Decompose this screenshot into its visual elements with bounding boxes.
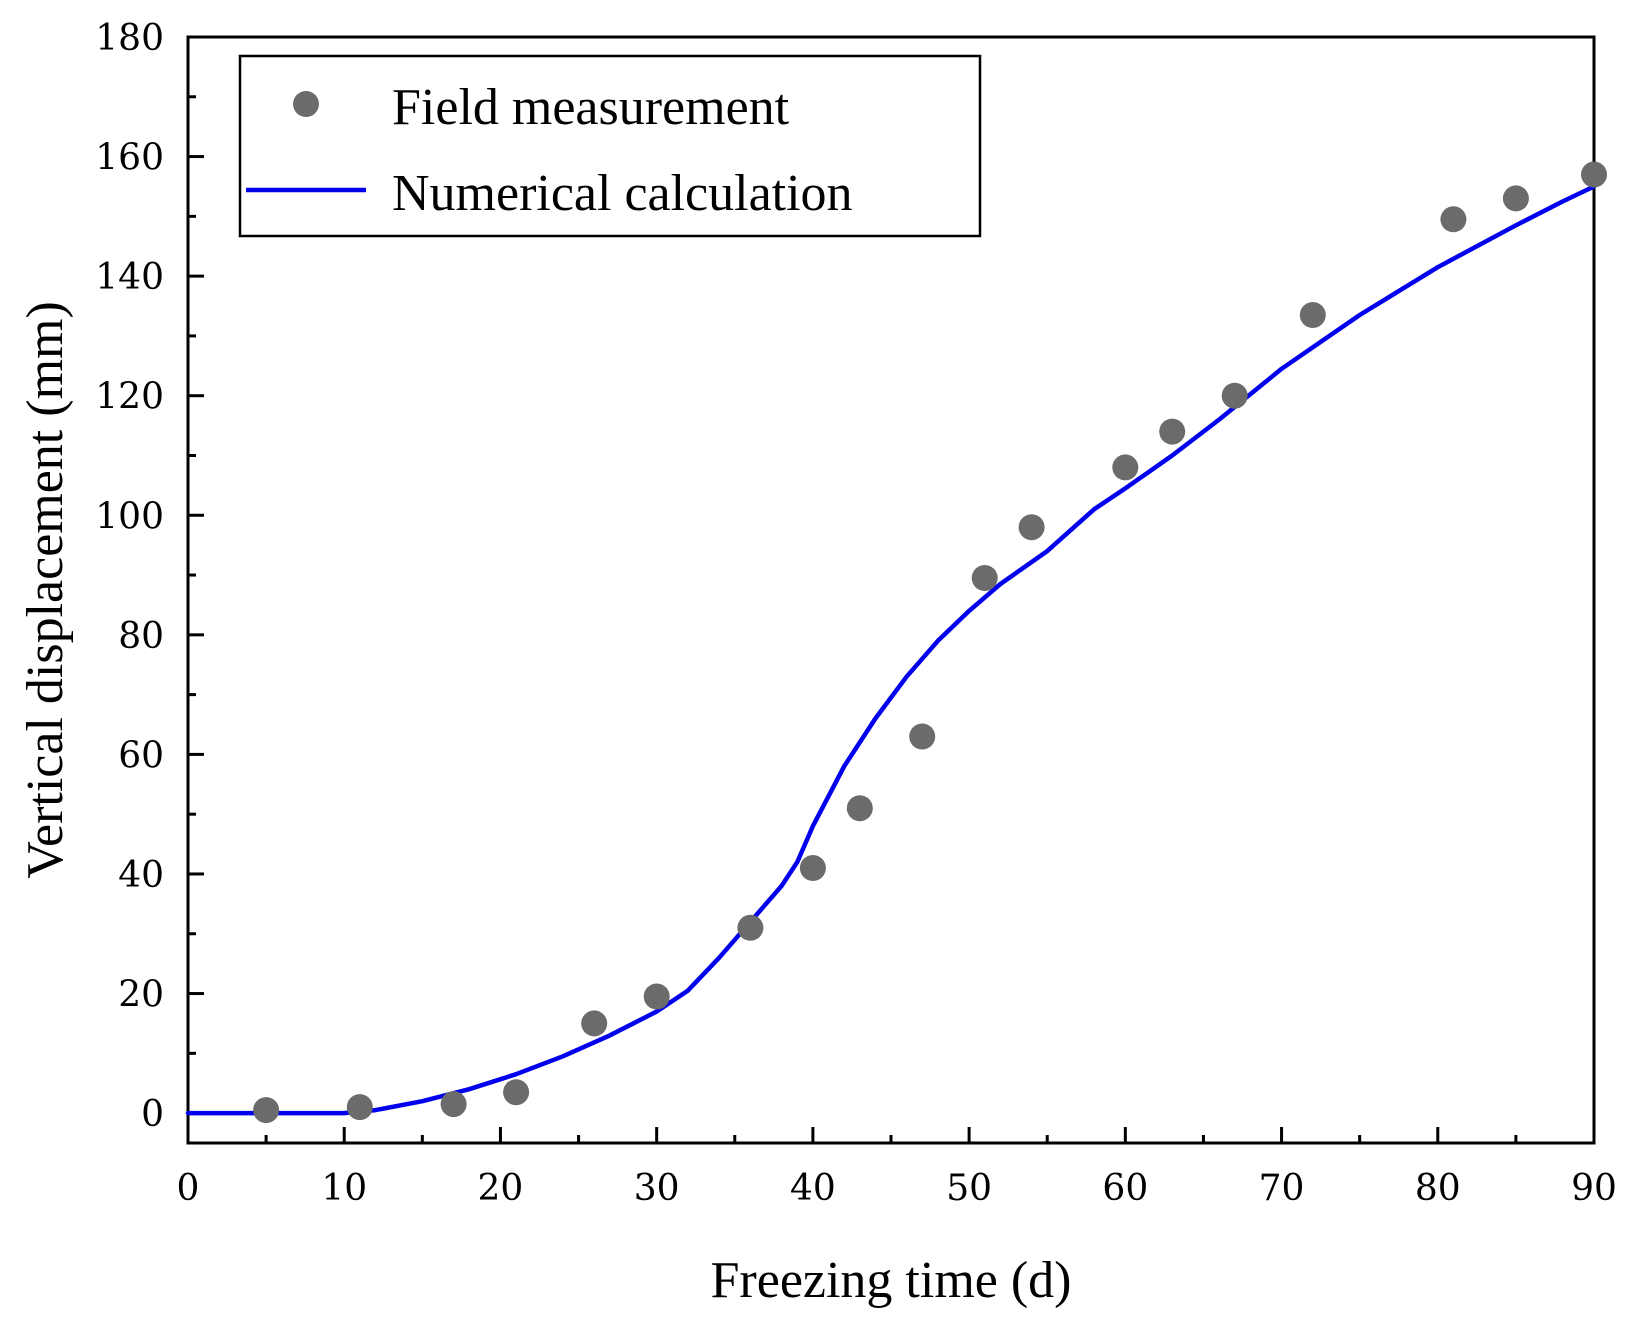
field-measurement-point (737, 914, 764, 941)
field-measurement-point (503, 1079, 530, 1106)
field-measurement-point (1502, 185, 1529, 212)
y-tick-label: 160 (95, 138, 164, 179)
field-measurement-point (799, 855, 826, 881)
field-measurement-point (253, 1097, 280, 1124)
x-tick-label: 20 (478, 1168, 524, 1209)
field-measurement-point (346, 1094, 373, 1121)
y-tick-label: 40 (118, 855, 164, 896)
field-measurement-point (1581, 161, 1607, 188)
x-axis-title: Freezing time (d) (711, 1252, 1072, 1309)
x-tick-label: 70 (1259, 1168, 1305, 1209)
y-tick-label: 140 (95, 257, 164, 298)
field-measurement-point (1159, 418, 1186, 445)
field-measurement-point (909, 723, 936, 750)
field-measurement-point (581, 1010, 608, 1037)
legend-box (238, 54, 982, 238)
legend: Field measurement Numerical calculation (238, 54, 982, 238)
x-tick-label: 30 (634, 1168, 680, 1209)
field-measurement-point (1299, 302, 1326, 328)
field-measurement-point (1221, 382, 1248, 409)
field-measurement-point (1018, 514, 1045, 541)
y-tick-label: 20 (118, 975, 164, 1016)
y-tick-label: 180 (95, 18, 164, 59)
field-measurement-point (1440, 206, 1467, 233)
y-tick-label: 60 (118, 735, 164, 776)
field-measurement-point (440, 1091, 467, 1118)
y-tick-label: 120 (95, 377, 164, 418)
x-tick-label: 50 (946, 1168, 992, 1209)
x-tick-label: 80 (1415, 1168, 1461, 1209)
y-tick-label: 0 (141, 1094, 164, 1135)
field-measurement-point (846, 795, 873, 822)
axis-ticks (186, 35, 1596, 1143)
field-measurement-point (1112, 454, 1139, 481)
numerical-calculation-line (185, 184, 1597, 1116)
y-tick-label: 100 (95, 496, 164, 537)
field-measurement-point (643, 983, 670, 1010)
legend-label-numerical-calculation: Numerical calculation (392, 165, 853, 222)
legend-label-field-measurement: Field measurement (392, 79, 790, 136)
field-measurement-points (253, 161, 1607, 1124)
field-measurement-point (971, 565, 998, 591)
axis-tick-labels: 0 10 20 30 40 50 60 70 80 90 0 20 40 60 80 100 120 140 160… (95, 18, 1617, 1209)
x-tick-label: 40 (790, 1168, 836, 1209)
y-tick-label: 80 (118, 616, 164, 657)
legend-marker-field-measurement (293, 91, 319, 117)
x-tick-label: 0 (177, 1168, 200, 1209)
y-axis-title: Vertical displacement (mm) (17, 301, 74, 879)
x-tick-label: 60 (1102, 1168, 1148, 1209)
x-tick-label: 10 (321, 1168, 367, 1209)
x-tick-label: 90 (1571, 1168, 1617, 1209)
